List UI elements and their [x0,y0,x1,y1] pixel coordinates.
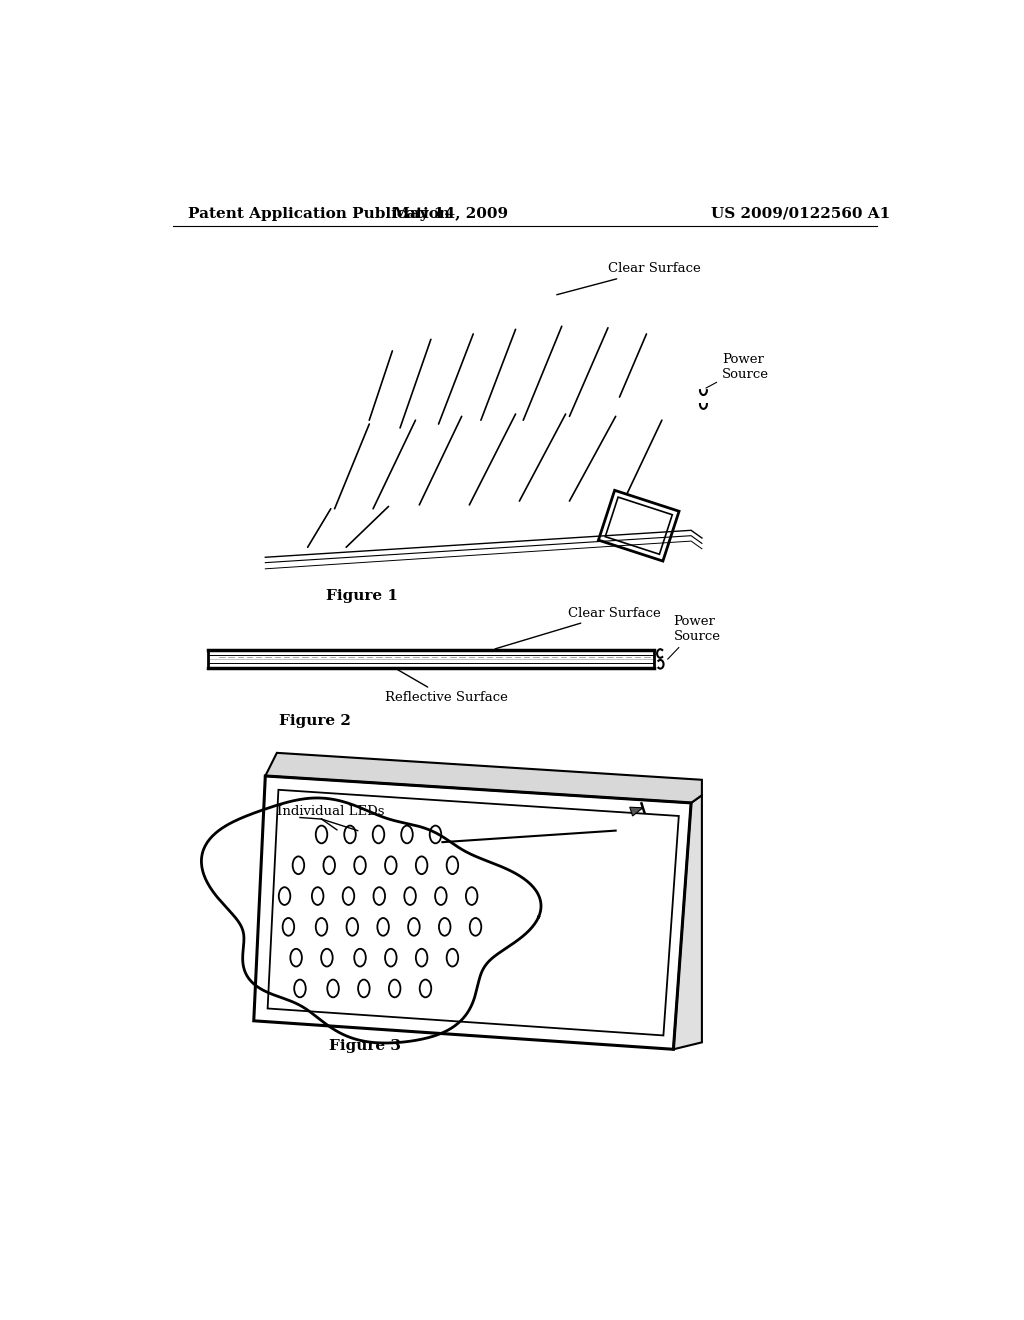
Text: US 2009/0122560 A1: US 2009/0122560 A1 [711,207,890,220]
Polygon shape [674,795,701,1049]
Polygon shape [265,752,701,803]
Text: Clear Surface: Clear Surface [496,607,660,649]
Text: Figure 3: Figure 3 [330,1039,401,1053]
Polygon shape [630,808,643,816]
Text: Figure 1: Figure 1 [326,589,397,603]
Text: Clear Surface: Clear Surface [557,263,700,294]
Text: Reflective Surface: Reflective Surface [385,668,508,705]
Text: Patent Application Publication: Patent Application Publication [188,207,451,220]
Text: Power
Source: Power Source [706,352,769,388]
Text: Power
Source: Power Source [668,615,721,659]
Text: May 14, 2009: May 14, 2009 [392,207,508,220]
Text: Individual LEDs: Individual LEDs [276,805,384,818]
Text: Figure 2: Figure 2 [280,714,351,727]
